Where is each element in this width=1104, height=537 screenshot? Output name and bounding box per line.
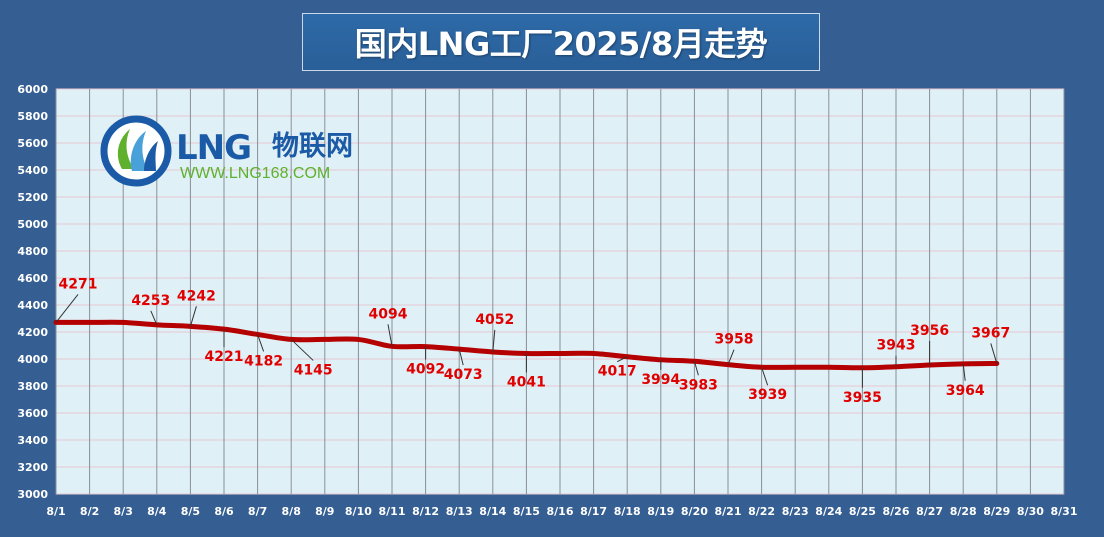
x-tick-label: 8/4 — [147, 505, 167, 518]
y-tick-label: 6000 — [17, 83, 48, 96]
x-tick-label: 8/18 — [614, 505, 641, 518]
x-tick-label: 8/30 — [1017, 505, 1044, 518]
data-label-leader — [616, 356, 628, 363]
x-tick-label: 8/7 — [248, 505, 267, 518]
data-label: 4145 — [294, 362, 333, 378]
data-label-leader — [387, 324, 393, 347]
data-label-leader — [761, 367, 769, 386]
x-tick-label: 8/3 — [114, 505, 133, 518]
data-point — [322, 337, 327, 342]
data-label: 4092 — [406, 362, 445, 378]
data-point — [591, 351, 596, 356]
y-tick-label: 5200 — [17, 191, 48, 204]
data-label-leader — [990, 343, 998, 364]
data-label-leader — [492, 329, 496, 353]
x-tick-label: 8/12 — [412, 505, 439, 518]
y-tick-label: 3600 — [17, 407, 48, 420]
y-tick-label: 4800 — [17, 245, 48, 258]
data-label: 3956 — [910, 323, 949, 339]
y-tick-label: 4200 — [17, 326, 48, 339]
data-label: 3939 — [748, 387, 787, 403]
y-tick-label: 5600 — [17, 137, 48, 150]
y-tick-label: 5000 — [17, 218, 48, 231]
x-tick-label: 8/24 — [815, 505, 842, 518]
data-point — [87, 320, 92, 325]
x-tick-label: 8/27 — [916, 505, 943, 518]
y-tick-label: 3200 — [17, 461, 48, 474]
data-label: 4017 — [598, 364, 637, 380]
data-label: 3935 — [843, 390, 882, 406]
x-tick-label: 8/2 — [80, 505, 99, 518]
data-point — [793, 365, 798, 370]
y-tick-label: 3400 — [17, 434, 48, 447]
x-tick-label: 8/8 — [282, 505, 301, 518]
data-label-leader — [693, 361, 699, 376]
chart-title: 国内LNG工厂2025/8月走势 — [354, 25, 768, 63]
data-point — [356, 337, 361, 342]
data-label: 4242 — [177, 288, 216, 304]
y-tick-label: 5800 — [17, 110, 48, 123]
data-label: 4221 — [205, 349, 244, 365]
x-tick-label: 8/6 — [214, 505, 234, 518]
data-point — [826, 365, 831, 370]
data-label: 4271 — [59, 276, 98, 292]
data-label-leader — [55, 294, 79, 323]
logo-brand: LNG — [176, 128, 252, 168]
data-label: 3943 — [877, 338, 916, 354]
x-tick-label: 8/9 — [315, 505, 334, 518]
y-tick-label: 5400 — [17, 164, 48, 177]
logo-brand-cn: 物联网 — [272, 131, 353, 162]
x-tick-label: 8/25 — [849, 505, 876, 518]
x-tick-label: 8/13 — [446, 505, 473, 518]
data-label: 4041 — [507, 374, 546, 390]
data-label: 3994 — [641, 372, 680, 388]
data-label: 4073 — [444, 367, 483, 383]
logo-emblem-icon — [100, 115, 172, 187]
data-label-leader — [189, 306, 197, 327]
x-tick-label: 8/11 — [379, 505, 406, 518]
x-tick-label: 8/16 — [547, 505, 574, 518]
x-tick-label: 8/28 — [950, 505, 977, 518]
y-tick-label: 4400 — [17, 299, 48, 312]
data-label: 4094 — [369, 306, 408, 322]
x-tick-label: 8/26 — [883, 505, 910, 518]
x-tick-label: 8/20 — [681, 505, 708, 518]
x-tick-label: 8/31 — [1051, 505, 1078, 518]
data-point — [558, 351, 562, 356]
data-label-leader — [727, 349, 735, 365]
data-label-leader — [290, 339, 314, 361]
data-label: 3964 — [946, 383, 985, 399]
x-tick-label: 8/17 — [580, 505, 607, 518]
y-tick-label: 4000 — [17, 353, 48, 366]
x-tick-label: 8/14 — [479, 505, 506, 518]
data-label-leader — [150, 310, 158, 326]
data-label-leader — [257, 334, 265, 352]
y-tick-label: 3800 — [17, 380, 48, 393]
x-tick-label: 8/21 — [715, 505, 742, 518]
data-label: 3967 — [971, 325, 1010, 341]
chart-title-box: 国内LNG工厂2025/8月走势 — [302, 13, 820, 71]
data-point — [121, 320, 126, 325]
x-tick-label: 8/29 — [983, 505, 1010, 518]
data-label-leader — [962, 363, 966, 381]
data-label: 4052 — [475, 312, 514, 328]
data-label: 3983 — [679, 377, 718, 393]
x-tick-label: 8/10 — [345, 505, 372, 518]
y-tick-label: 3000 — [17, 488, 48, 501]
data-label: 4182 — [244, 353, 283, 369]
logo-url: WWW.LNG168.COM — [180, 165, 331, 182]
x-tick-label: 8/22 — [748, 505, 775, 518]
x-tick-label: 8/19 — [647, 505, 674, 518]
x-tick-label: 8/15 — [513, 505, 540, 518]
x-tick-label: 8/23 — [782, 505, 809, 518]
data-label: 3958 — [715, 332, 754, 348]
lng-logo: LNG 物联网 WWW.LNG168.COM — [100, 115, 380, 190]
data-label-leader — [458, 349, 464, 366]
x-tick-label: 8/1 — [46, 505, 65, 518]
data-label: 4253 — [131, 293, 170, 309]
y-tick-label: 4600 — [17, 272, 48, 285]
x-tick-label: 8/5 — [181, 505, 200, 518]
